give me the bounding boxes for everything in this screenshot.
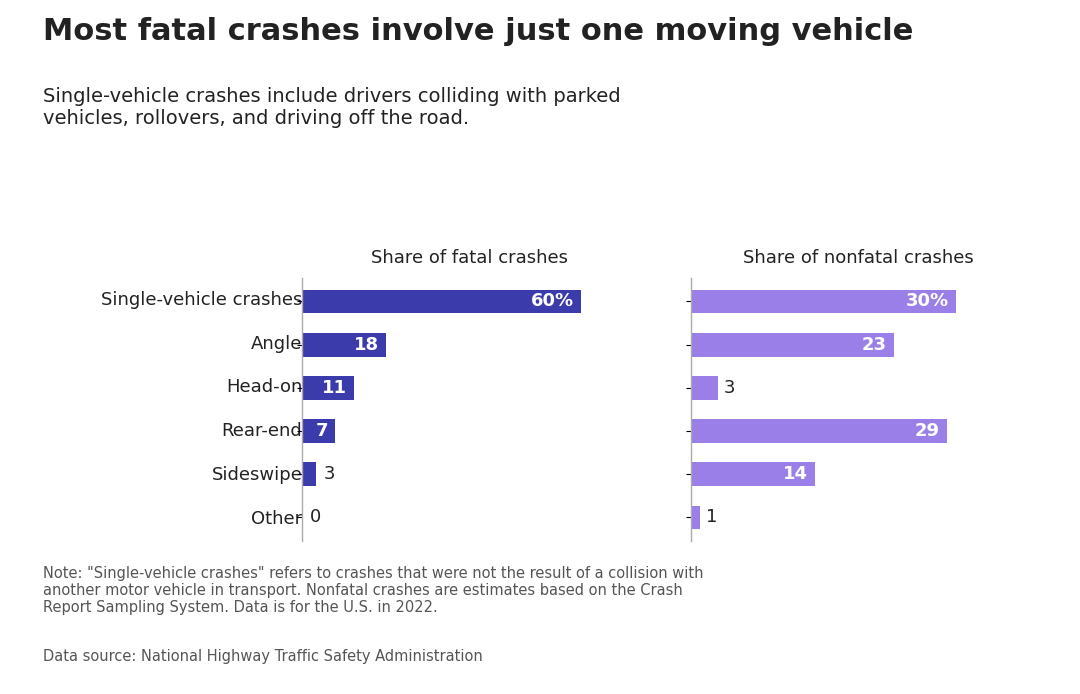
Bar bbox=[691, 462, 814, 486]
Bar bbox=[691, 376, 717, 400]
Text: 11: 11 bbox=[322, 379, 347, 397]
Bar bbox=[302, 419, 335, 443]
Text: Rear-end: Rear-end bbox=[221, 423, 302, 441]
Text: Most fatal crashes involve just one moving vehicle: Most fatal crashes involve just one movi… bbox=[43, 17, 914, 46]
Text: Single-vehicle crashes include drivers colliding with parked
vehicles, rollovers: Single-vehicle crashes include drivers c… bbox=[43, 87, 621, 128]
Text: 23: 23 bbox=[862, 336, 887, 354]
Text: Note: "Single-vehicle crashes" refers to crashes that were not the result of a c: Note: "Single-vehicle crashes" refers to… bbox=[43, 566, 704, 616]
Text: 30%: 30% bbox=[905, 292, 948, 310]
Text: Single-vehicle crashes: Single-vehicle crashes bbox=[102, 291, 302, 309]
Bar bbox=[691, 289, 956, 314]
Text: Share of nonfatal crashes: Share of nonfatal crashes bbox=[743, 249, 974, 267]
Text: 3: 3 bbox=[323, 465, 335, 483]
Bar bbox=[302, 462, 316, 486]
Text: Data source: National Highway Traffic Safety Administration: Data source: National Highway Traffic Sa… bbox=[43, 649, 483, 664]
Text: Other: Other bbox=[252, 510, 302, 528]
Bar bbox=[691, 505, 700, 530]
Text: 29: 29 bbox=[915, 422, 940, 440]
Bar bbox=[302, 376, 353, 400]
Bar bbox=[302, 333, 387, 357]
Text: Share of fatal crashes: Share of fatal crashes bbox=[372, 249, 568, 267]
Text: 14: 14 bbox=[783, 465, 808, 483]
Text: 0: 0 bbox=[309, 509, 321, 527]
Text: Sideswipe: Sideswipe bbox=[212, 466, 302, 484]
Bar bbox=[691, 333, 894, 357]
Text: 60%: 60% bbox=[531, 292, 575, 310]
Text: Angle: Angle bbox=[251, 335, 302, 353]
Text: Head-on: Head-on bbox=[226, 378, 302, 396]
Bar bbox=[691, 419, 947, 443]
Text: 18: 18 bbox=[354, 336, 379, 354]
Text: 7: 7 bbox=[315, 422, 328, 440]
Text: 1: 1 bbox=[706, 509, 717, 527]
Text: 3: 3 bbox=[724, 379, 735, 397]
Bar bbox=[302, 289, 581, 314]
